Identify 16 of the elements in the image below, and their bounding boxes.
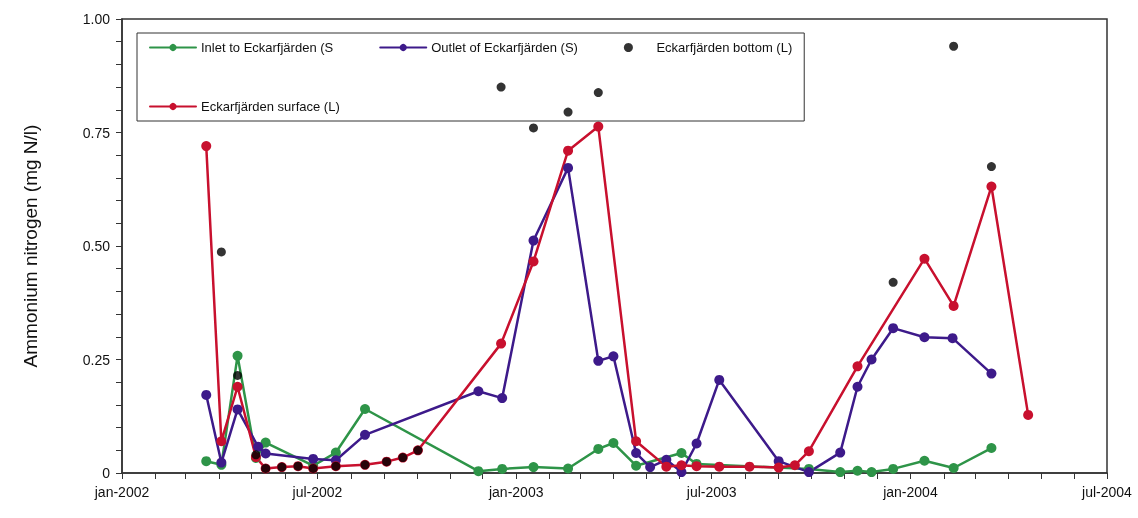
y-tick-label: 0.75	[82, 124, 111, 141]
y-tick-label: 0.25	[82, 351, 111, 368]
legend-label: Eckarfjärden bottom (L)	[656, 40, 793, 55]
legend-label: Eckarfjärden surface (L)	[201, 99, 340, 114]
x-tick-label: jul-2002	[291, 484, 343, 500]
x-tick-label: jul-2004	[1081, 484, 1133, 500]
y-tick-label: 0	[102, 465, 111, 481]
y-tick-label: 1.00	[82, 11, 111, 27]
legend-label: Inlet to Eckarfjärden (S	[201, 40, 334, 55]
y-axis-title: Ammonium nitrogen (mg N/l)	[20, 124, 41, 368]
x-tick-label: jul-2003	[685, 484, 737, 500]
legend-label: Outlet of Eckarfjärden (S)	[431, 40, 578, 55]
y-tick-label: 0.50	[82, 238, 111, 254]
x-tick-label: jan-2004	[882, 484, 938, 500]
x-tick-label: jan-2002	[93, 484, 150, 500]
x-tick-label: jan-2003	[487, 484, 544, 500]
